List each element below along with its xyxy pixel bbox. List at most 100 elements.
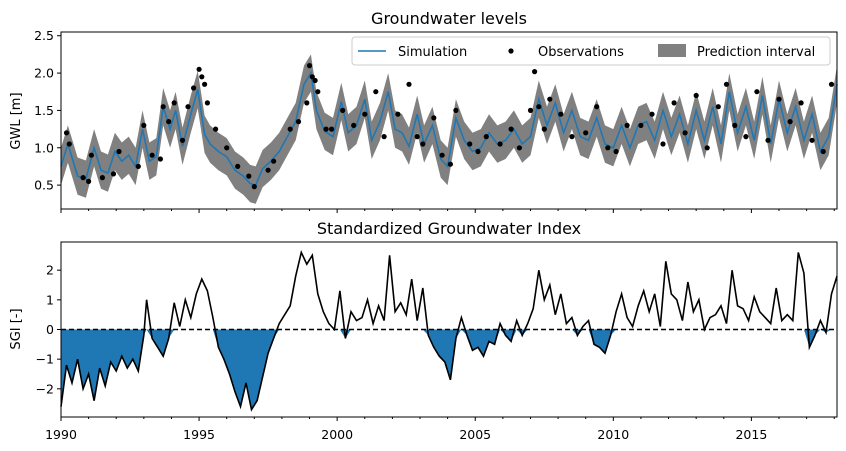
gwl-y-tick-label: 0.5 xyxy=(34,178,54,193)
sgi-x-tick-label: 2010 xyxy=(597,427,629,442)
observation-point xyxy=(558,111,564,117)
observation-point xyxy=(196,66,202,72)
sgi-line xyxy=(60,249,838,412)
observation-point xyxy=(431,115,437,121)
observation-point xyxy=(265,167,271,173)
observation-point xyxy=(373,89,379,95)
observation-point xyxy=(704,145,710,151)
sgi-x-tick-label: 1990 xyxy=(45,427,77,442)
observation-point xyxy=(171,100,177,106)
observation-point xyxy=(583,130,589,136)
observation-point xyxy=(527,107,534,113)
gwl-y-tick-label: 2.0 xyxy=(34,66,54,81)
observation-point xyxy=(199,74,205,80)
sgi-y-axis-label: SGI [-] xyxy=(9,308,24,349)
observation-point xyxy=(516,145,523,151)
legend-observations-swatch xyxy=(508,48,514,54)
observation-point xyxy=(820,148,826,155)
observation-point xyxy=(295,119,302,125)
observation-point xyxy=(86,178,92,184)
sgi-y-tick-label: 1 xyxy=(46,292,54,307)
gwl-panel: Groundwater levels GWL [m] 0.5 1.0 1.5 2.0 2… xyxy=(9,9,838,213)
observation-point xyxy=(671,100,677,106)
observation-point xyxy=(246,173,252,179)
sgi-y-tick-label: −2 xyxy=(36,381,54,396)
observation-point xyxy=(483,134,489,140)
observation-point xyxy=(541,126,547,132)
observation-point xyxy=(447,161,453,167)
observation-point xyxy=(312,77,318,84)
sgi-plot-area xyxy=(60,249,838,412)
sgi-x-tick-label: 1995 xyxy=(183,427,215,442)
observation-point xyxy=(475,148,481,155)
observation-point xyxy=(213,126,219,132)
observation-point xyxy=(306,63,313,69)
observation-point xyxy=(304,100,310,106)
observation-point xyxy=(287,126,293,132)
gwl-y-tick-label: 1.5 xyxy=(34,103,54,118)
observation-point xyxy=(157,156,163,162)
observation-point xyxy=(315,89,321,95)
observation-point xyxy=(605,145,611,151)
observation-point xyxy=(638,122,644,128)
observation-point xyxy=(547,96,553,102)
observation-point xyxy=(271,158,277,164)
observation-point xyxy=(467,141,473,147)
observation-point xyxy=(809,137,815,143)
legend-interval-label: Prediction interval xyxy=(697,45,815,60)
observation-point xyxy=(141,122,147,128)
observation-point xyxy=(536,104,542,110)
observation-point xyxy=(497,141,503,147)
observation-point xyxy=(204,100,210,106)
observation-point xyxy=(693,92,699,99)
observation-point xyxy=(594,104,600,110)
observation-point xyxy=(743,134,749,140)
sgi-panel: Standardized Groundwater Index SGI [-] −… xyxy=(9,219,838,442)
observation-point xyxy=(732,122,738,128)
observation-point xyxy=(88,152,94,158)
observation-point xyxy=(395,111,401,117)
observation-point xyxy=(381,134,387,140)
observation-point xyxy=(682,130,688,136)
simulation-line xyxy=(60,70,838,187)
observation-point xyxy=(508,126,514,132)
observation-point xyxy=(340,107,346,113)
legend-interval-swatch xyxy=(658,44,686,57)
observation-point xyxy=(787,119,793,125)
sgi-y-tick-label: −1 xyxy=(36,352,54,367)
sgi-x-ticks: 1990 1995 2000 2005 2010 2015 xyxy=(45,417,835,442)
observation-point xyxy=(624,122,630,128)
gwl-plot-area xyxy=(60,54,838,204)
sgi-x-tick-label: 2015 xyxy=(735,427,767,442)
observation-point xyxy=(613,148,619,155)
observation-point xyxy=(235,163,241,169)
observation-point xyxy=(828,81,835,87)
observation-point xyxy=(66,141,72,147)
prediction-interval-band xyxy=(61,54,837,204)
observation-point xyxy=(110,171,117,177)
gwl-x-ticks xyxy=(60,209,835,213)
observation-point xyxy=(135,163,141,169)
gwl-y-ticks: 0.5 1.0 1.5 2.0 2.5 xyxy=(34,28,61,193)
legend-frame xyxy=(351,36,831,66)
legend-simulation-label: Simulation xyxy=(398,45,467,60)
observation-point xyxy=(715,104,721,110)
observation-point xyxy=(160,104,166,110)
observation-point xyxy=(179,137,186,143)
observation-point xyxy=(323,126,329,132)
observation-point xyxy=(649,111,655,117)
observation-point xyxy=(166,119,172,125)
gwl-legend: Simulation Observations Prediction inter… xyxy=(351,36,831,66)
observation-point xyxy=(660,141,666,147)
legend-observations-label: Observations xyxy=(538,45,624,60)
observation-point xyxy=(453,107,459,113)
observation-point xyxy=(569,134,575,140)
observation-point xyxy=(351,122,357,128)
observation-point xyxy=(149,152,155,158)
observation-point xyxy=(224,145,230,151)
gwl-y-axis-label: GWL [m] xyxy=(9,92,24,149)
sgi-y-ticks: −2 −1 0 1 2 xyxy=(36,263,61,396)
observation-point xyxy=(414,134,420,140)
observation-point xyxy=(185,104,191,110)
observation-point xyxy=(420,141,426,147)
